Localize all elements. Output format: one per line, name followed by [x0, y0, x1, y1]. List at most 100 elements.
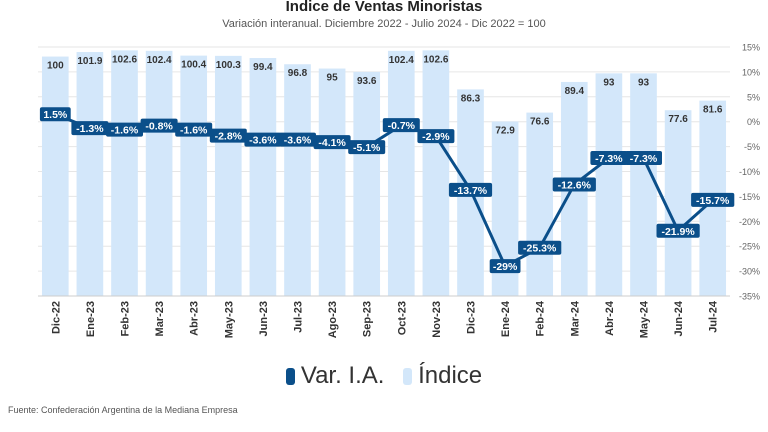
legend-item-var-ia[interactable]: Var. I.A.	[285, 362, 385, 390]
bar-label: 102.4	[389, 55, 414, 66]
bar	[111, 50, 138, 296]
bar	[387, 50, 415, 297]
line-point	[140, 118, 178, 133]
line-point	[656, 223, 700, 238]
x-tick-label: Abr-23	[189, 301, 201, 336]
x-tick-label: Sep-23	[362, 301, 374, 337]
line-label: -1.6%	[180, 125, 208, 137]
bar-label: 76.6	[530, 117, 550, 128]
line-label: -2.8%	[215, 131, 243, 143]
line-point	[382, 118, 420, 133]
line-point	[175, 122, 213, 137]
x-tick-label: May-24	[639, 300, 651, 338]
bar	[318, 68, 346, 296]
bar-label: 96.8	[288, 68, 308, 79]
x-tick-label: Ene-23	[85, 301, 97, 337]
bar	[76, 52, 104, 296]
chart-title: Indice de Ventas Minoristas	[285, 0, 483, 12]
bar	[630, 73, 657, 296]
line-point	[244, 132, 282, 147]
line-point	[518, 240, 562, 255]
line-point	[489, 259, 521, 274]
line-label: -25.3%	[523, 243, 557, 255]
line-label: -7.3%	[595, 153, 623, 165]
line-label: -0.8%	[145, 121, 173, 133]
bar-label: 99.4	[253, 62, 273, 73]
bar	[249, 58, 277, 297]
legend-item-indice[interactable]: Índice	[403, 362, 482, 390]
bar-label: 93.6	[357, 76, 377, 87]
bar-label: 100.3	[216, 60, 241, 71]
bar-label: 72.9	[495, 125, 515, 136]
line-label: -2.9%	[422, 131, 450, 143]
bar-label: 102.6	[423, 54, 448, 65]
x-tick-label: Feb-24	[535, 300, 547, 336]
y-tick-label: -25%	[739, 242, 760, 252]
line-point	[448, 182, 493, 197]
bar-label: 89.4	[565, 86, 585, 97]
bar	[41, 56, 69, 297]
legend-swatch-var-ia	[285, 367, 295, 385]
x-tick-label: Abr-24	[604, 300, 616, 336]
y-tick-label: -20%	[739, 217, 760, 227]
bar-label: 100	[47, 61, 64, 72]
bar-label: 100.4	[181, 60, 206, 71]
bar-label: 101.9	[77, 56, 102, 67]
y-tick-label: 0%	[747, 117, 760, 127]
bar	[214, 55, 242, 296]
x-tick-label: Dic-23	[466, 301, 478, 334]
line-label: -0.7%	[388, 120, 416, 132]
line-point	[71, 121, 109, 136]
y-tick-label: 10%	[742, 67, 760, 77]
x-tick-label: Nov-23	[431, 301, 443, 338]
legend-label-indice: Índice	[418, 362, 483, 389]
line-label: -3.6%	[284, 135, 312, 147]
bar	[284, 64, 311, 296]
bar	[353, 71, 381, 297]
y-tick-label: 5%	[747, 92, 760, 102]
x-tick-label: Jul-24	[708, 300, 720, 333]
line-label: -21.9%	[661, 226, 695, 238]
line-label: -1.3%	[76, 123, 104, 135]
line-point	[313, 135, 351, 150]
x-tick-label: Jul-23	[293, 301, 305, 333]
x-tick-label: Feb-23	[120, 301, 132, 336]
line-label: -12.6%	[558, 179, 592, 191]
bar-label: 95	[327, 73, 339, 84]
line-point	[348, 140, 386, 155]
x-tick-label: Jun-24	[673, 300, 685, 336]
x-tick-label: May-23	[223, 301, 235, 338]
line-label: -1.6%	[111, 125, 139, 137]
source-note: Fuente: Confederación Argentina de la Me…	[8, 405, 238, 415]
x-tick-label: Ene-24	[500, 300, 512, 337]
line-point	[279, 132, 316, 147]
bar-label: 93	[603, 77, 615, 88]
y-tick-label: -15%	[739, 192, 760, 202]
bar-label: 77.6	[668, 114, 688, 125]
line-point	[691, 192, 735, 207]
x-tick-label: Dic-22	[50, 301, 62, 334]
line-label: -3.6%	[249, 135, 277, 147]
bar	[145, 50, 173, 297]
bar	[664, 110, 692, 296]
y-tick-label: -30%	[739, 267, 760, 277]
line-point	[625, 151, 662, 166]
legend: Var. I.A. Índice	[0, 362, 768, 392]
x-tick-label: Oct-23	[396, 301, 408, 335]
line-label: 1.5%	[43, 109, 68, 121]
legend-label-var-ia: Var. I.A.	[300, 362, 385, 389]
bar-label: 81.6	[703, 105, 723, 116]
line-label: -13.7%	[454, 185, 488, 197]
y-tick-label: -10%	[739, 167, 760, 177]
line-point	[417, 129, 455, 144]
y-tick-label: 15%	[742, 43, 760, 53]
line-label: -4.1%	[318, 137, 346, 149]
line-label: -15.7%	[696, 195, 730, 207]
bar-label: 86.3	[461, 93, 481, 104]
legend-swatch-indice	[403, 367, 413, 385]
y-tick-label: -5%	[744, 142, 760, 152]
x-tick-label: Jun-23	[258, 301, 270, 336]
line-point	[552, 177, 596, 192]
y-tick-label: -35%	[739, 292, 760, 302]
x-tick-label: Mar-24	[569, 300, 581, 336]
